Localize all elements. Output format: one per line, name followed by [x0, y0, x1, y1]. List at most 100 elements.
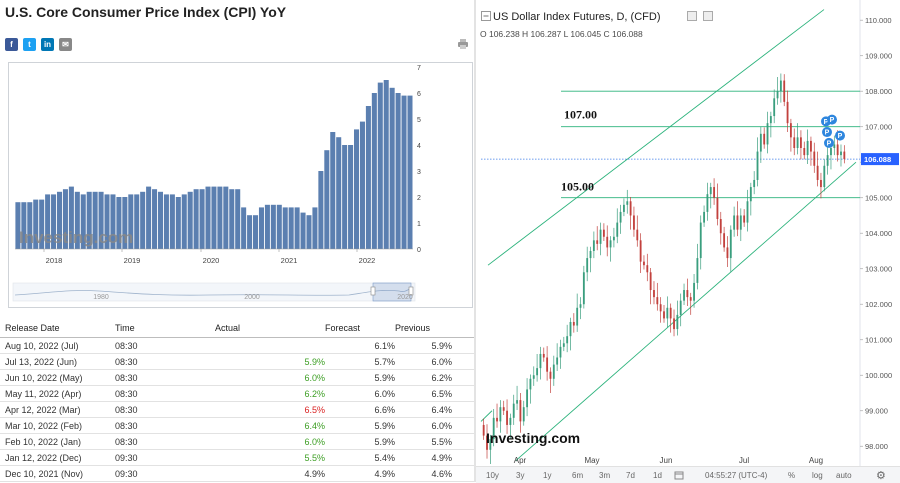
- candle-body: [572, 321, 575, 326]
- candle-body: [756, 151, 759, 180]
- cell-actual: 6.5%: [215, 401, 325, 418]
- cpi-bar: [21, 202, 27, 249]
- cell-time: 09:30: [115, 449, 215, 466]
- candle-body: [843, 151, 846, 160]
- y-tick-label: 0: [417, 247, 421, 254]
- navigator-year-label: 2000: [244, 294, 260, 301]
- timeframe-1d[interactable]: 1d: [653, 471, 662, 480]
- timeframe-10y[interactable]: 10y: [486, 471, 499, 480]
- cpi-bar: [205, 186, 211, 249]
- candle-body: [579, 304, 582, 308]
- cpi-bar: [318, 171, 324, 249]
- dxy-candlestick-chart[interactable]: 98.000 99.000 100.000 101.000 102.000 103.000…: [476, 0, 900, 466]
- cpi-bar: [86, 191, 92, 249]
- candle-body: [693, 282, 695, 301]
- cpi-panel: U.S. Core Consumer Price Index (CPI) YoY…: [0, 4, 474, 482]
- cpi-bar: [253, 215, 259, 249]
- candle-body: [749, 187, 752, 202]
- cpi-bar: [365, 106, 371, 249]
- cpi-bar: [342, 145, 348, 249]
- candle-body: [696, 258, 699, 283]
- cpi-bar: [146, 186, 152, 249]
- candle-body: [669, 307, 672, 319]
- cpi-bar: [80, 194, 86, 249]
- timeframe-1y[interactable]: 1y: [543, 471, 552, 480]
- x-tick-label: 2021: [281, 256, 298, 265]
- time-tick-label: Jun: [660, 456, 673, 465]
- price-tick-label: 102.000: [865, 300, 892, 309]
- facebook-share-icon[interactable]: f: [5, 38, 18, 51]
- percent-toggle[interactable]: %: [788, 471, 796, 480]
- event-marker-label: P: [838, 133, 843, 140]
- candle-body: [833, 144, 836, 149]
- timeframe-3m[interactable]: 3m: [599, 471, 611, 480]
- cpi-bar: [276, 204, 282, 249]
- candle-body: [552, 364, 555, 379]
- candle-body: [796, 137, 799, 149]
- cell-forecast: 5.7%: [325, 353, 395, 370]
- go-to-date-icon[interactable]: [674, 470, 684, 480]
- cpi-chart-container: 0 1 2 3 4 5 6 7 2018 2019 2020 2021 2022 Investing.co…: [8, 62, 473, 308]
- cell-forecast: 6.6%: [325, 401, 395, 418]
- candle-body: [619, 211, 622, 223]
- collapse-icon[interactable]: [481, 11, 491, 21]
- cell-previous: 4.9%: [395, 449, 474, 466]
- cell-forecast: 5.4%: [325, 449, 395, 466]
- cpi-bar: [354, 129, 360, 249]
- twitter-share-icon[interactable]: t: [23, 38, 36, 51]
- event-marker-label: P: [825, 130, 830, 137]
- timeframe-7d[interactable]: 7d: [626, 471, 635, 480]
- event-marker: [827, 114, 837, 125]
- cell-previous: 6.0%: [395, 353, 474, 370]
- auto-toggle[interactable]: auto: [836, 471, 852, 480]
- cpi-bar: [122, 197, 128, 249]
- cell-forecast: 4.9%: [325, 465, 395, 482]
- linkedin-share-icon[interactable]: in: [41, 38, 54, 51]
- cpi-bar: [140, 191, 146, 249]
- candle-body: [636, 229, 639, 241]
- cpi-bar: [407, 95, 413, 249]
- log-toggle[interactable]: log: [812, 471, 823, 480]
- cell-time: 08:30: [115, 385, 215, 402]
- header-release-date[interactable]: Release Date: [0, 318, 115, 338]
- navigator-line: [14, 286, 414, 296]
- gear-icon[interactable]: ⚙: [876, 470, 886, 482]
- candle-body: [576, 307, 579, 326]
- printer-icon[interactable]: [457, 38, 469, 50]
- cpi-bar: [128, 194, 134, 249]
- cpi-bar: [169, 194, 175, 249]
- cpi-bar: [312, 207, 318, 249]
- header-time[interactable]: Time: [115, 318, 215, 338]
- cpi-bar: [401, 95, 407, 249]
- candle-body: [566, 336, 569, 344]
- header-previous[interactable]: Previous: [395, 318, 474, 338]
- page-title: U.S. Core Consumer Price Index (CPI) YoY: [5, 4, 287, 20]
- cpi-bar: [223, 186, 229, 249]
- event-marker-label: P: [827, 140, 832, 147]
- header-actual[interactable]: Actual: [215, 318, 325, 338]
- candle-body: [639, 240, 642, 262]
- cell-release-date: Aug 10, 2022 (Jul): [0, 337, 115, 354]
- candle-body: [529, 378, 532, 390]
- event-marker-label: P: [830, 117, 835, 124]
- cell-time: 08:30: [115, 337, 215, 354]
- header-forecast[interactable]: Forecast: [325, 318, 395, 338]
- candle-body: [706, 194, 709, 212]
- candle-body: [803, 148, 806, 156]
- cell-actual: 5.5%: [215, 449, 325, 466]
- candle-body: [629, 201, 632, 216]
- cell-time: 08:30: [115, 433, 215, 450]
- cell-release-date: Jan 12, 2022 (Dec): [0, 449, 115, 466]
- table-row: Dec 10, 2021 (Nov) 09:30 4.9% 4.9% 4.6%: [0, 465, 474, 482]
- timeframe-6m[interactable]: 6m: [572, 471, 584, 480]
- cell-actual: 6.2%: [215, 385, 325, 402]
- close-icon[interactable]: [703, 11, 713, 21]
- channel-lower-line: [515, 161, 857, 461]
- y-tick-label: 5: [417, 117, 421, 124]
- email-share-icon[interactable]: ✉: [59, 38, 72, 51]
- candle-body: [646, 265, 649, 273]
- timeframe-3y[interactable]: 3y: [516, 471, 525, 480]
- maximize-icon[interactable]: [687, 11, 697, 21]
- candle-body: [776, 91, 779, 99]
- cpi-bar: [288, 207, 294, 249]
